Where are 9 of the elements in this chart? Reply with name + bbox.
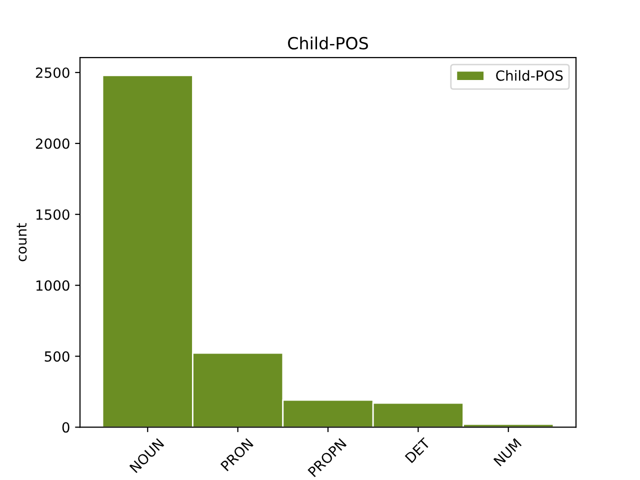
- y-tick-label: 2500: [36, 67, 70, 78]
- y-tick-label: 1500: [36, 209, 70, 220]
- y-axis-title: count: [16, 223, 27, 262]
- legend-label: Child-POS: [496, 70, 563, 81]
- y-tick-label: 2000: [36, 138, 70, 149]
- y-tick-label: 1000: [36, 280, 70, 291]
- y-tick-label: 500: [44, 351, 70, 362]
- chart-title: Child-POS: [288, 36, 368, 50]
- y-tick-label: 0: [62, 422, 70, 433]
